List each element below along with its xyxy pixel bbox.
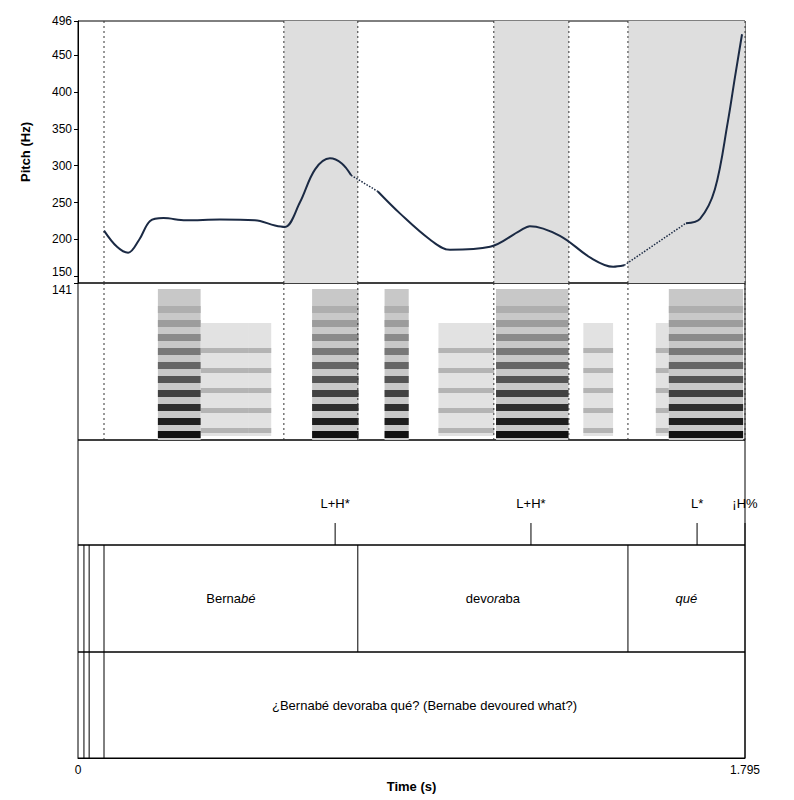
- svg-text:bé: bé: [241, 591, 255, 606]
- svg-text:Time (s): Time (s): [387, 779, 437, 794]
- svg-text:496: 496: [52, 14, 72, 28]
- svg-text:¿Bernabé devoraba qué? (Bernab: ¿Bernabé devoraba qué? (Bernabe devoured…: [272, 698, 577, 713]
- svg-text:L+H*: L+H*: [516, 496, 545, 511]
- svg-text:250: 250: [52, 196, 72, 210]
- svg-text:400: 400: [52, 85, 72, 99]
- svg-text:350: 350: [52, 122, 72, 136]
- svg-text:L+H*: L+H*: [320, 496, 349, 511]
- svg-text:200: 200: [52, 232, 72, 246]
- svg-text:ba: ba: [506, 591, 521, 606]
- svg-text:450: 450: [52, 48, 72, 62]
- svg-text:300: 300: [52, 159, 72, 173]
- svg-text:0: 0: [75, 763, 82, 777]
- svg-text:¡H%: ¡H%: [732, 496, 758, 511]
- svg-text:L*: L*: [691, 496, 703, 511]
- svg-text:Berna: Berna: [206, 591, 241, 606]
- svg-text:Pitch (Hz): Pitch (Hz): [18, 122, 33, 182]
- svg-text:ora: ora: [487, 591, 506, 606]
- svg-text:dev: dev: [466, 591, 487, 606]
- svg-text:qué: qué: [676, 591, 698, 606]
- svg-text:150: 150: [52, 265, 72, 279]
- svg-text:1.795: 1.795: [730, 763, 760, 777]
- svg-text:141: 141: [52, 283, 72, 297]
